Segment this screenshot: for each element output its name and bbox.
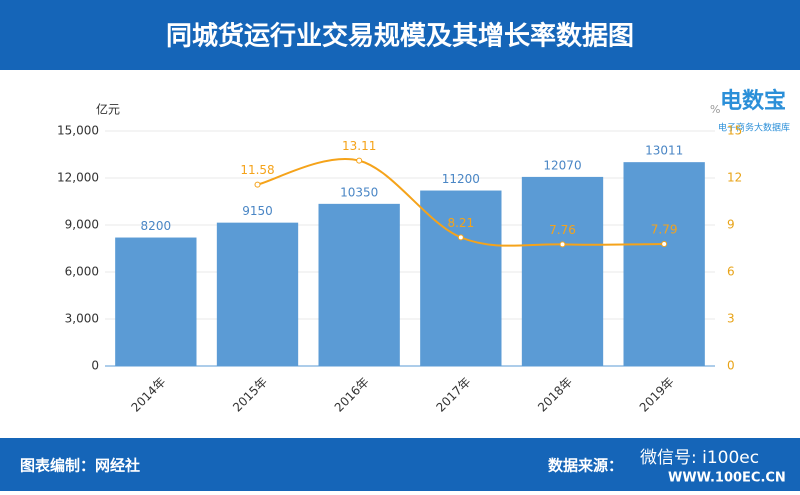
bar [115,237,197,366]
line-point [661,240,668,247]
y-tick-label: 15,000 [57,124,99,138]
y2-tick-label: 12 [727,171,742,185]
y2-tick-label: 3 [727,312,735,326]
logo-tagline: 电子商务大数据库 [718,122,790,134]
chart-title: 同城货运行业交易规模及其增长率数据图 [166,21,634,52]
y2-tick-label: 0 [727,359,735,373]
footer-bar [0,438,800,491]
x-tick-label: 2019年 [637,375,677,415]
wechat: 微信号: i100ec [640,448,759,468]
bar-value-label: 9150 [242,204,273,218]
y-tick-label: 3,000 [65,312,99,326]
bar [318,203,400,366]
x-tick-label: 2016年 [332,375,372,415]
bar [623,162,705,366]
x-tick-label: 2014年 [128,375,168,415]
y-tick-label: 6,000 [65,265,99,279]
y-tick-label: 0 [91,359,99,373]
line-value-label: 7.76 [549,223,576,237]
x-tick-label: 2018年 [535,375,575,415]
footer-left: 图表编制：网经社 [20,457,140,475]
bar [216,222,299,366]
bar-value-label: 11200 [442,172,480,186]
line-value-label: 13.11 [342,139,376,153]
bar-value-label: 13011 [645,144,683,158]
line-value-label: 11.58 [240,163,274,177]
line-point [356,157,363,164]
bar [521,176,604,366]
line-point [559,241,566,248]
y-tick-label: 9,000 [65,218,99,232]
line-point [457,234,464,241]
y2-tick-label: 15 [727,124,742,138]
x-tick-label: 2017年 [433,375,473,415]
bar-value-label: 12070 [543,158,581,172]
y2-tick-label: 9 [727,218,735,232]
logo-name: 电数宝 [720,88,786,114]
line-value-label: 7.79 [651,222,678,236]
site: WWW.100EC.CN [668,471,786,486]
line-value-label: 8.21 [447,216,474,230]
footer-right: 数据来源： [548,457,623,475]
bar-value-label: 8200 [141,219,172,233]
y-tick-label: 12,000 [57,171,99,185]
bar-value-label: 10350 [340,185,378,199]
y2-tick-label: 6 [727,265,735,279]
y-unit: 亿元 [96,102,120,117]
x-tick-label: 2015年 [230,375,270,415]
line-point [254,181,261,188]
y2-unit: % [710,103,720,116]
header-bar [0,0,800,70]
